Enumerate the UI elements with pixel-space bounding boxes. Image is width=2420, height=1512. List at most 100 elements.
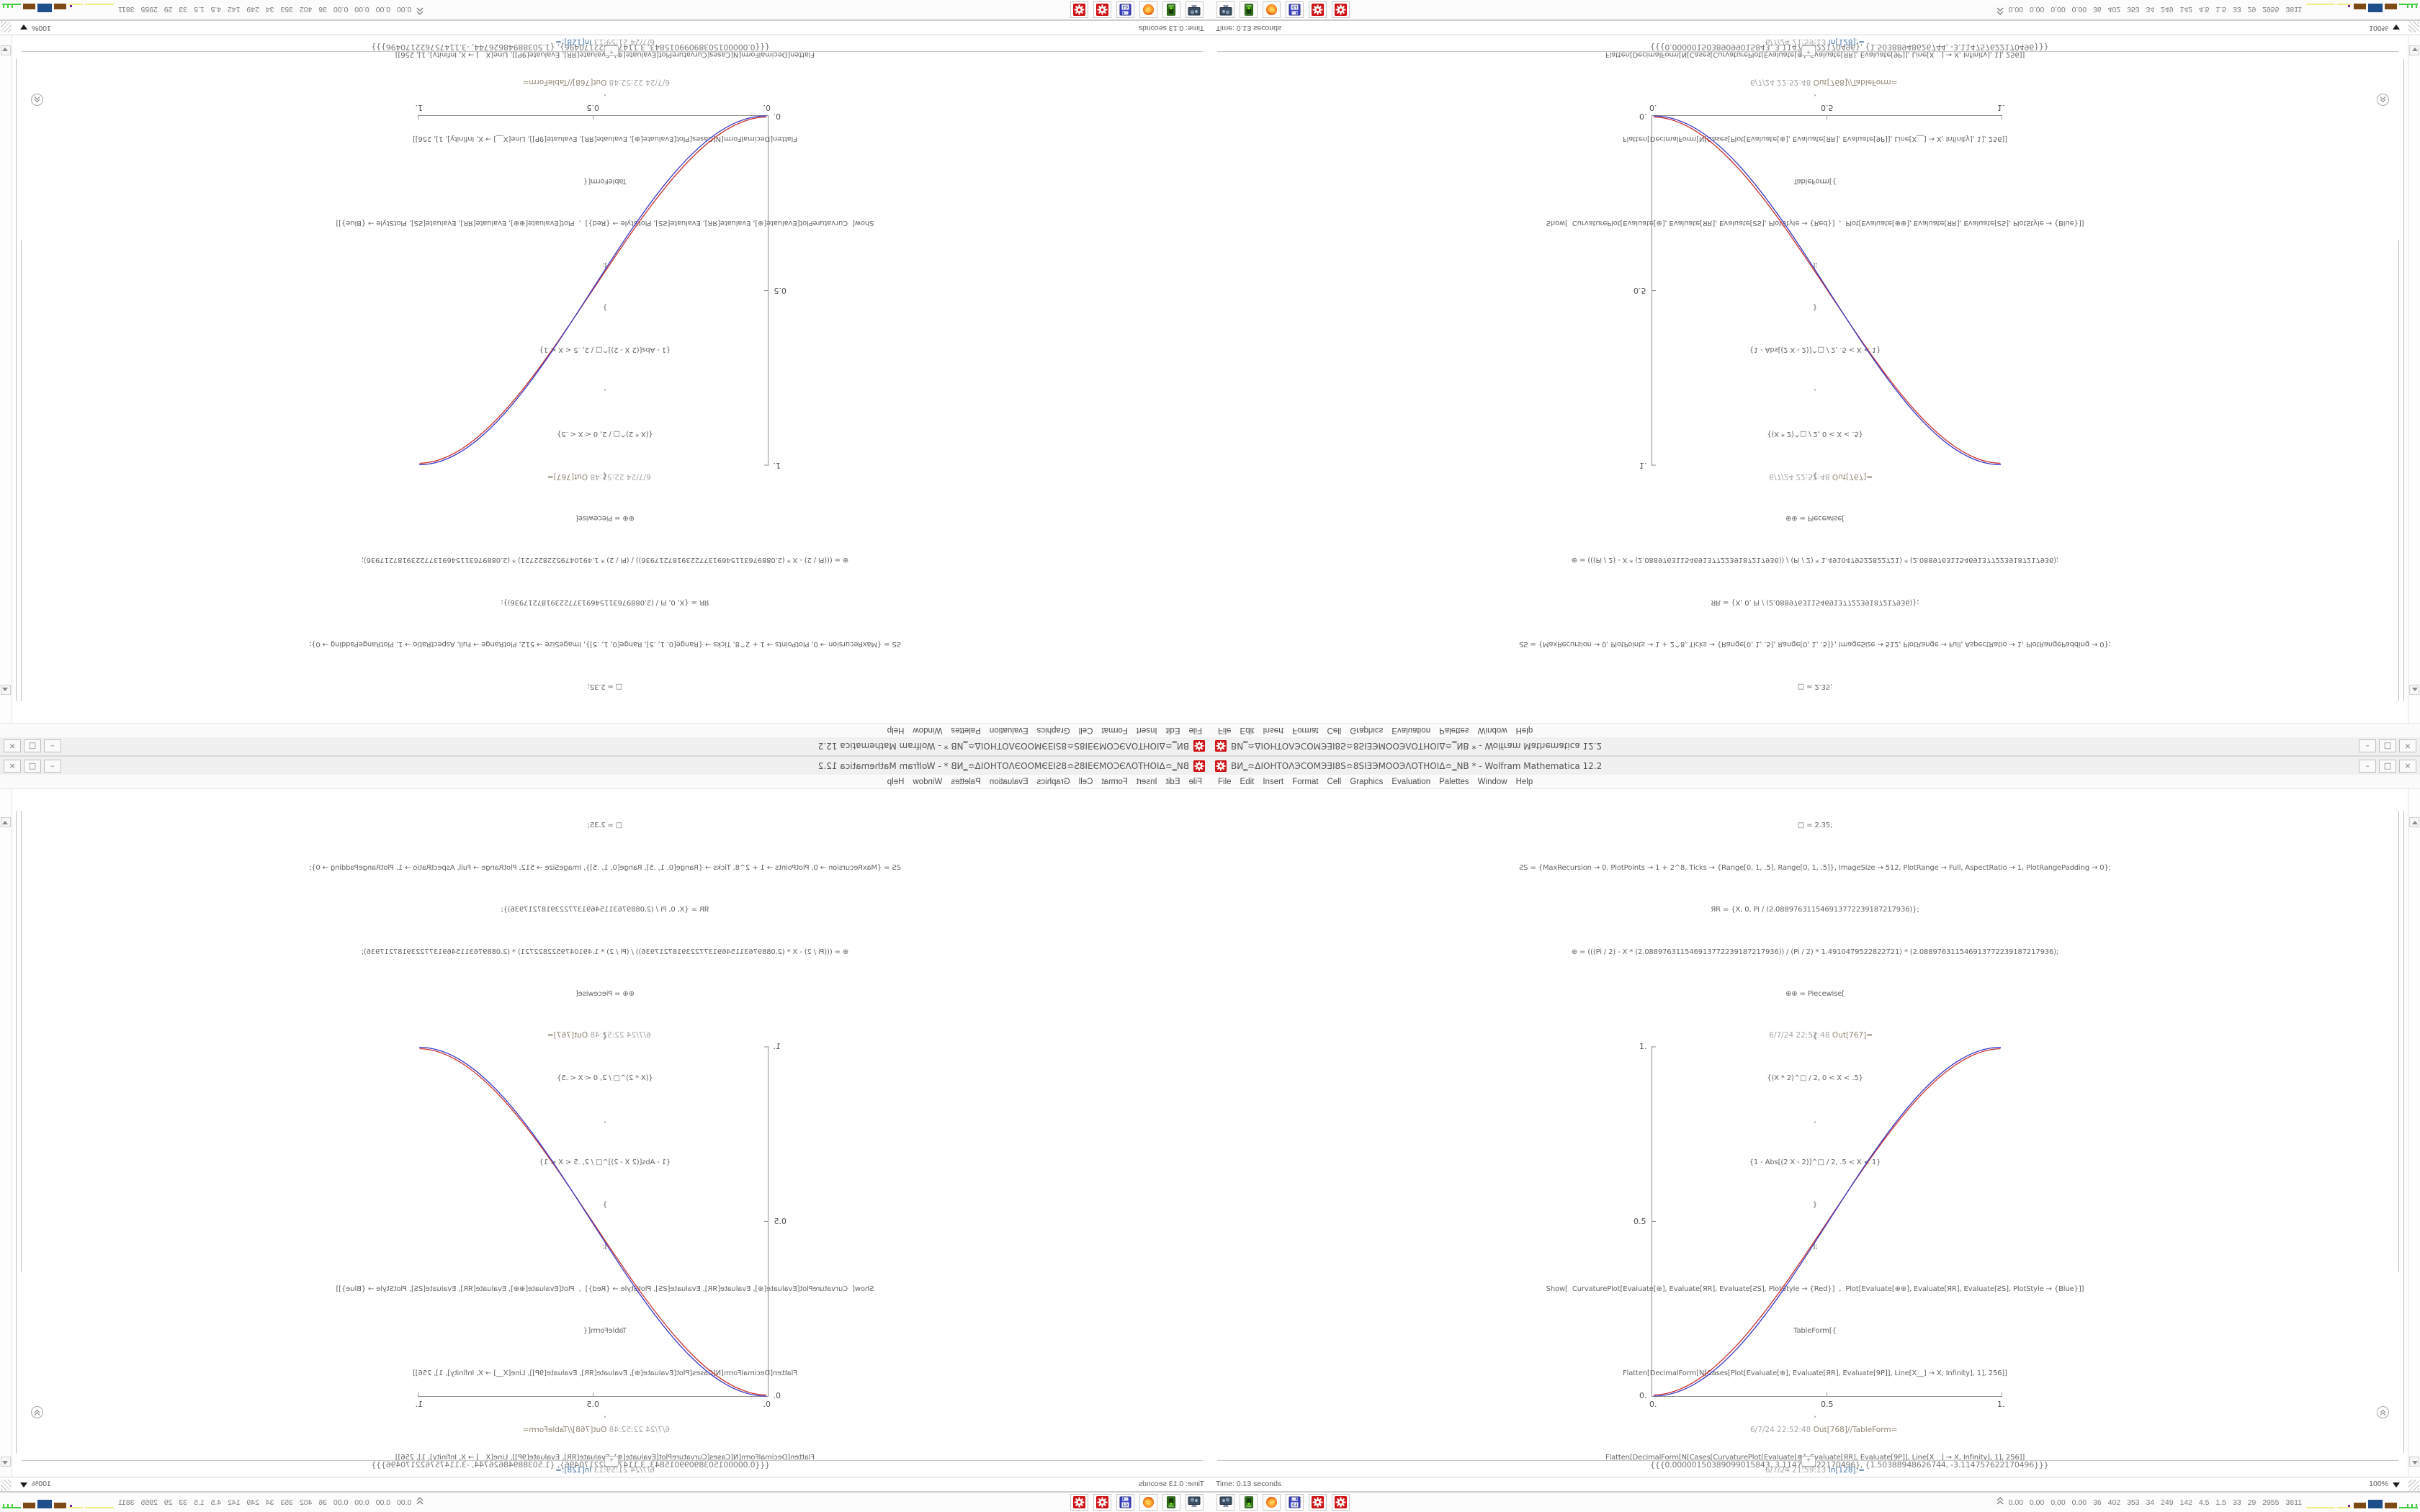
magnification-dropdown[interactable]: 100%: [2369, 24, 2388, 32]
insert-cell-plus-button[interactable]: +: [1801, 45, 1816, 56]
menu-edit[interactable]: Edit: [1165, 777, 1180, 786]
code-line[interactable]: ЯR = {X, 0, Pi / (2.08897631154691377223…: [501, 598, 709, 606]
scroll-down-button[interactable]: [1, 1457, 11, 1467]
menu-format[interactable]: Format: [1292, 726, 1319, 735]
code-line[interactable]: ];: [1812, 1243, 1818, 1251]
vertical-scrollbar[interactable]: [0, 789, 12, 1477]
taskbar-button-mathematica-1[interactable]: [1093, 1494, 1111, 1511]
menu-edit[interactable]: Edit: [1165, 726, 1180, 735]
cell-insertion-line[interactable]: +: [1217, 45, 2398, 56]
cell-group-bracket-inner[interactable]: [2398, 240, 2399, 701]
menu-edit[interactable]: Edit: [1240, 726, 1255, 735]
maximize-button[interactable]: □: [2379, 739, 2396, 752]
taskbar-button-firefox[interactable]: [1263, 1, 1281, 18]
taskbar-button-mathematica-1[interactable]: [1093, 1, 1111, 18]
cell-insertion-line[interactable]: +: [22, 45, 1203, 56]
minimize-button[interactable]: –: [44, 739, 61, 752]
code-line[interactable]: Flatten[DecimalForm[N[Cases[CurvaturePlo…: [1605, 1453, 2025, 1462]
taskbar-button-floppy64[interactable]: 64: [1116, 1, 1134, 18]
minimize-button[interactable]: –: [2359, 739, 2376, 752]
close-button[interactable]: ×: [2399, 739, 2416, 752]
notebook-area[interactable]: □ = 2.35; ƧS = {MaxRecursion → 0, PlotPo…: [0, 35, 1210, 723]
menu-file[interactable]: File: [1188, 726, 1202, 735]
taskbar-button-floppy64[interactable]: 64: [1286, 1, 1304, 18]
insert-cell-plus-button[interactable]: +: [604, 45, 619, 56]
menu-graphics[interactable]: Graphics: [1350, 777, 1384, 786]
taskbar-button-computer[interactable]: [1186, 1, 1204, 18]
code-line[interactable]: □ = 2.35;: [1797, 683, 1833, 690]
taskbar-button-computer[interactable]: [1186, 1494, 1204, 1511]
code-line[interactable]: ,: [604, 93, 606, 101]
code-line[interactable]: ⊕⊕ = Piecewise[: [575, 514, 635, 522]
menu-help[interactable]: Help: [1515, 726, 1533, 735]
menu-cell[interactable]: Cell: [1078, 726, 1093, 735]
curvature-plot-output[interactable]: 1. 0.5 0. 0. 0.5 1.: [416, 103, 787, 470]
scroll-up-button[interactable]: [2409, 685, 2419, 695]
vertical-scrollbar[interactable]: [2408, 789, 2420, 1477]
code-line[interactable]: ⊕ = (((Pi / 2) - X * (2.0889763115469137…: [361, 948, 849, 956]
maximize-button[interactable]: □: [24, 739, 41, 752]
menu-window[interactable]: Window: [1477, 726, 1507, 735]
close-button[interactable]: ×: [4, 739, 21, 752]
taskbar-button-green-drive[interactable]: [1240, 1, 1258, 18]
taskbar-button-mathematica-2[interactable]: [1070, 1, 1088, 18]
magnification-dropdown[interactable]: 100%: [2369, 1480, 2388, 1488]
menu-evaluation[interactable]: Evaluation: [1392, 726, 1431, 735]
code-line[interactable]: □ = 2.35;: [1797, 822, 1833, 829]
curvature-plot-output[interactable]: 1. 0.5 0. 0. 0.5 1.: [416, 1042, 787, 1409]
code-line[interactable]: ⊕ = (((Pi / 2) - X * (2.0889763115469137…: [361, 556, 849, 564]
scroll-up-button[interactable]: [1, 817, 11, 827]
code-line[interactable]: ƧS = {MaxRecursion → 0, PlotPoints → 1 +…: [309, 640, 901, 649]
code-line[interactable]: ƧS = {MaxRecursion → 0, PlotPoints → 1 +…: [1519, 863, 2111, 872]
scroll-up-button[interactable]: [1, 685, 11, 695]
menu-graphics[interactable]: Graphics: [1036, 777, 1070, 786]
taskbar-button-green-drive[interactable]: [1162, 1, 1180, 18]
code-line[interactable]: ЯR = {X, 0, Pi / (2.08897631154691377223…: [1711, 598, 1919, 606]
taskbar-button-floppy64[interactable]: 64: [1116, 1494, 1134, 1511]
scroll-down-button[interactable]: [2409, 1457, 2419, 1467]
code-line[interactable]: ,: [604, 1411, 606, 1419]
expand-chevron-icon[interactable]: [2377, 1406, 2389, 1418]
menu-palettes[interactable]: Palettes: [951, 777, 981, 786]
taskbar-button-mathematica-1[interactable]: [1309, 1, 1327, 18]
taskbar-button-firefox[interactable]: [1263, 1494, 1281, 1511]
taskbar-button-computer[interactable]: [1216, 1, 1234, 18]
code-line[interactable]: ,: [1814, 1411, 1816, 1419]
menu-format[interactable]: Format: [1292, 777, 1319, 786]
tray-expand-chevron-icon[interactable]: [416, 3, 424, 17]
cell-insertion-line[interactable]: +: [22, 1456, 1203, 1467]
code-line[interactable]: {(X * 2)^□ / 2, 0 < X < .5}: [1767, 1074, 1863, 1082]
taskbar-button-floppy64[interactable]: 64: [1286, 1494, 1304, 1511]
close-button[interactable]: ×: [2399, 760, 2416, 773]
minimize-button[interactable]: –: [2359, 760, 2376, 773]
scroll-up-button[interactable]: [2409, 817, 2419, 827]
window-resize-grip[interactable]: [1, 22, 12, 32]
maximize-button[interactable]: □: [2379, 760, 2396, 773]
menu-help[interactable]: Help: [887, 726, 905, 735]
vertical-scrollbar[interactable]: [0, 35, 12, 723]
menu-evaluation[interactable]: Evaluation: [989, 777, 1028, 786]
scroll-down-button[interactable]: [2409, 45, 2419, 55]
code-line[interactable]: ЯR = {X, 0, Pi / (2.08897631154691377223…: [1711, 906, 1919, 914]
menu-palettes[interactable]: Palettes: [1439, 726, 1469, 735]
menu-palettes[interactable]: Palettes: [1439, 777, 1469, 786]
menu-insert[interactable]: Insert: [1136, 726, 1157, 735]
cell-group-bracket-outer[interactable]: [16, 811, 17, 1453]
menu-window[interactable]: Window: [913, 777, 943, 786]
menu-file[interactable]: File: [1218, 726, 1232, 735]
menu-cell[interactable]: Cell: [1327, 777, 1342, 786]
taskbar-button-computer[interactable]: [1216, 1494, 1234, 1511]
magnification-dropdown[interactable]: 100%: [32, 24, 51, 32]
code-line[interactable]: {: [1812, 1032, 1818, 1040]
menu-cell[interactable]: Cell: [1078, 777, 1093, 786]
menu-graphics[interactable]: Graphics: [1350, 726, 1384, 735]
menu-edit[interactable]: Edit: [1240, 777, 1255, 786]
cell-group-bracket-outer[interactable]: [2403, 811, 2404, 1453]
menu-graphics[interactable]: Graphics: [1036, 726, 1070, 735]
code-line[interactable]: ⊕ = (((Pi / 2) - X * (2.0889763115469137…: [1571, 948, 2059, 956]
menu-window[interactable]: Window: [1477, 777, 1507, 786]
window-titlebar[interactable]: ВИ‗≏ΔΙΟΗΤΟΛЭCΟΜЭƎΙ8S≏8SΙƎЭΜΟΟЭΛΟΤΗΟΙΔ≏‗N…: [1210, 737, 2420, 756]
menu-help[interactable]: Help: [887, 777, 905, 786]
cell-group-bracket-inner[interactable]: [2398, 811, 2399, 1272]
notebook-area[interactable]: □ = 2.35; ƧS = {MaxRecursion → 0, PlotPo…: [0, 789, 1210, 1477]
